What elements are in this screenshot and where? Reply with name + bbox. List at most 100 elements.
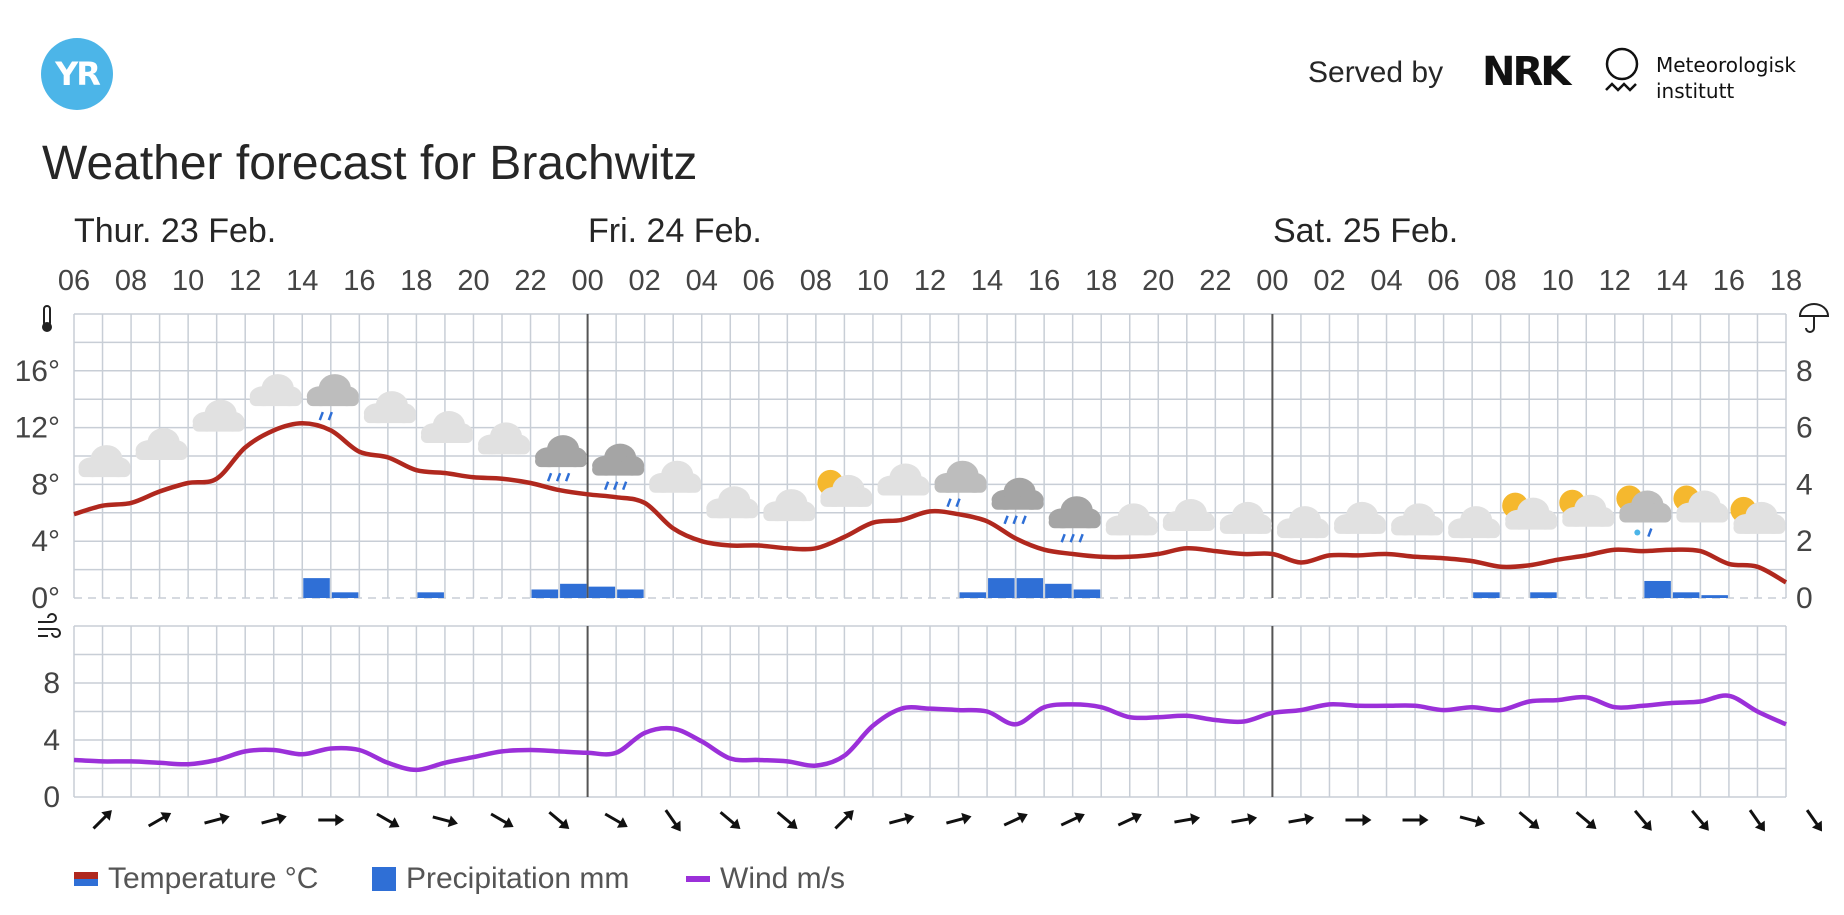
cloudy-icon <box>1334 501 1386 534</box>
met-line1: Meteorologisk <box>1656 53 1797 77</box>
wind-direction-arrow <box>1459 815 1486 828</box>
arrow-head <box>502 817 514 828</box>
temperature-tick-label: 8° <box>31 468 60 501</box>
arrow-head <box>1474 815 1486 828</box>
wind-icon <box>38 628 61 638</box>
raindrop <box>564 472 571 482</box>
precipitation-bar <box>988 578 1015 598</box>
cloud-part <box>1505 517 1558 530</box>
wind-direction-arrow <box>1402 814 1429 826</box>
wind-direction-arrow <box>490 812 514 828</box>
yr-logo[interactable]: YR <box>41 38 113 110</box>
sleet-showers-icon <box>1616 485 1672 537</box>
temperature-tick-label: 12° <box>15 412 60 445</box>
wind-direction-arrow <box>1345 814 1372 826</box>
raindrop <box>621 481 628 491</box>
cloud-part <box>763 509 816 522</box>
hour-tick-label: 14 <box>1656 265 1688 297</box>
wind-direction-arrow <box>834 810 854 830</box>
arrow-head <box>904 812 915 825</box>
wind-direction-arrow <box>261 812 287 825</box>
precipitation-bar <box>1473 592 1500 598</box>
wind-direction-arrow <box>1633 809 1652 831</box>
wind-direction-arrow <box>1288 813 1315 826</box>
rain-icon <box>991 477 1044 525</box>
partly-cloudy-icon <box>1730 496 1786 534</box>
precipitation-bar <box>560 583 587 598</box>
partly-cloudy-icon <box>817 469 873 507</box>
legend-precipitation-label: Precipitation mm <box>406 862 630 895</box>
hour-tick-label: 08 <box>1485 265 1517 297</box>
temperature-tick-label: 4° <box>31 525 60 558</box>
cloudy-icon <box>1276 506 1329 539</box>
hour-tick-label: 10 <box>1542 265 1574 297</box>
legend-temperature: Temperature °C <box>74 862 318 896</box>
arrow-head <box>1585 818 1597 829</box>
hour-tick-label: 20 <box>1142 265 1174 297</box>
wind-direction-arrow <box>147 812 172 828</box>
precipitation-bar <box>1016 578 1044 598</box>
cloudy-icon <box>1391 503 1444 536</box>
wind-direction-arrow <box>776 811 798 829</box>
arrow-head <box>729 818 741 829</box>
met-institute-logo[interactable]: Meteorologisk institutt <box>1656 52 1796 104</box>
partly-cloudy-icon <box>1673 485 1729 523</box>
cloudy-icon <box>1105 503 1158 536</box>
hour-tick-label: 12 <box>914 265 946 297</box>
cloud-part <box>1676 510 1729 523</box>
hour-tick-label: 02 <box>1313 265 1345 297</box>
wind-direction-arrow <box>376 812 400 828</box>
arrow-head <box>388 817 400 828</box>
cloud-part <box>1219 521 1272 534</box>
cloud-part <box>535 455 588 468</box>
cloud-part <box>1048 516 1101 529</box>
precipitation-bar <box>1530 592 1557 598</box>
cloud-part <box>78 465 131 478</box>
cloud-part <box>1448 526 1501 539</box>
temperature-tick-label: 16° <box>15 355 60 388</box>
arrow-head <box>276 812 287 825</box>
cloud-part <box>649 480 702 493</box>
wind-direction-arrow <box>1117 812 1142 827</box>
arrow-head <box>1017 812 1028 824</box>
cloud-part <box>820 494 873 507</box>
precipitation-bar <box>1073 589 1101 598</box>
raindrop <box>1069 533 1075 543</box>
precipitation-tick-label: 2 <box>1796 525 1813 558</box>
hour-tick-label: 04 <box>1370 265 1402 297</box>
raindrop <box>555 472 562 482</box>
rain-icon <box>1048 496 1101 543</box>
hour-tick-label: 18 <box>400 265 432 297</box>
wind-direction-arrow <box>946 812 972 825</box>
cloud-part <box>420 431 473 444</box>
wind-direction-arrow <box>888 812 915 825</box>
hour-tick-label: 18 <box>1085 265 1117 297</box>
wind-tick-label: 4 <box>43 724 60 757</box>
nrk-logo[interactable]: NRK <box>1482 49 1571 95</box>
wind-tick-label: 0 <box>43 781 60 814</box>
cloud-part <box>934 480 987 493</box>
precipitation-bar <box>1045 583 1072 598</box>
raindrop <box>612 481 619 491</box>
precipitation-bar <box>959 592 987 598</box>
arrow-head <box>1362 814 1372 826</box>
arrow-head <box>1074 812 1085 824</box>
precipitation-bar <box>417 592 444 598</box>
precipitation-tick-label: 6 <box>1796 412 1813 445</box>
wind-direction-arrow <box>604 812 628 828</box>
cloud-part <box>877 483 930 496</box>
legend-precipitation: Precipitation mm <box>372 862 629 896</box>
umbrella-icon <box>1798 303 1830 317</box>
cloudy-icon <box>649 460 702 493</box>
precipitation-bar <box>588 586 616 598</box>
wind-line <box>73 693 1787 773</box>
arrow-head <box>1698 819 1709 831</box>
raindrop <box>1078 533 1084 543</box>
arrow-head <box>670 820 681 832</box>
hour-tick-label: 22 <box>514 265 546 297</box>
hour-tick-label: 00 <box>1256 265 1288 297</box>
wind-direction-arrow <box>1174 813 1201 826</box>
temperature-legend-swatch <box>74 872 98 886</box>
hour-tick-label: 16 <box>1028 265 1060 297</box>
